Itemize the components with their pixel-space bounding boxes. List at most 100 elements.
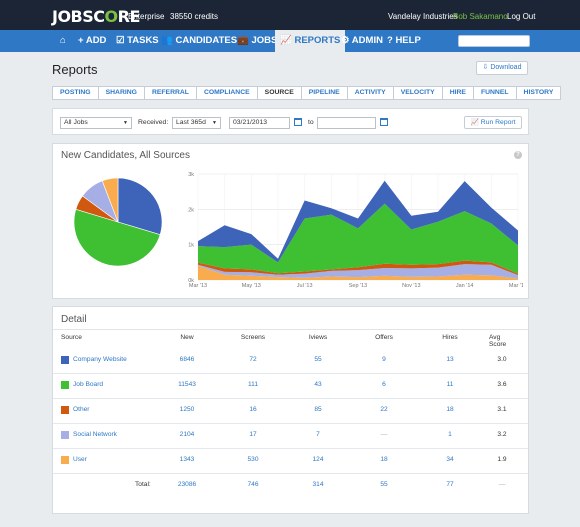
search-input[interactable] <box>458 35 530 47</box>
calendar-icon[interactable] <box>294 118 302 126</box>
cell-iviews[interactable]: 124 <box>312 456 324 463</box>
area-chart: 0k 1k 2k 3k Mar '13 May '13 Jul '13 Sep '13 Nov … <box>188 172 523 289</box>
from-date-input[interactable]: 03/21/2013 <box>229 117 290 129</box>
total-hires[interactable]: 77 <box>446 481 454 488</box>
total-label: Total: <box>135 481 151 488</box>
cell-screens[interactable]: 530 <box>247 456 259 463</box>
total-new[interactable]: 23086 <box>177 481 197 488</box>
y-tick-label: 1k <box>188 243 194 249</box>
tab-history[interactable]: HISTORY <box>515 86 562 100</box>
tab-funnel[interactable]: FUNNEL <box>472 86 517 100</box>
received-label: Received: <box>138 119 169 126</box>
cell-hires[interactable]: 13 <box>446 356 454 363</box>
cell-screens[interactable]: 111 <box>247 381 259 388</box>
total-offers[interactable]: 55 <box>380 481 388 488</box>
table-row: Other 1250 16 85 22 18 3.1 <box>53 399 528 424</box>
tab-hire[interactable]: HIRE <box>441 86 474 100</box>
jobs-select-value: All Jobs <box>64 119 88 126</box>
cell-iviews[interactable]: 55 <box>314 356 322 363</box>
run-report-button[interactable]: 📈 Run Report <box>464 116 522 129</box>
jobs-select[interactable]: All Jobs ▼ <box>60 117 132 129</box>
range-select[interactable]: Last 365d ▼ <box>172 117 221 129</box>
calendar-icon[interactable] <box>380 118 388 126</box>
jobscore-logo[interactable]: JOBSCORE <box>52 7 140 26</box>
legend-swatch <box>61 406 69 414</box>
tab-referral[interactable]: REFERRAL <box>143 86 197 100</box>
cell-offers[interactable]: 18 <box>380 456 388 463</box>
nav-admin[interactable]: ⚙ ADMIN <box>341 35 383 46</box>
cell-new[interactable]: 11543 <box>178 381 196 388</box>
cell-screens[interactable]: 17 <box>249 431 257 438</box>
cell-screens[interactable]: 16 <box>249 406 257 413</box>
report-tabs: POSTING SHARING REFERRAL COMPLIANCE SOUR… <box>52 86 562 100</box>
total-row: Total: 23086 746 314 55 77 — <box>53 474 528 499</box>
table-row: Social Network 2104 17 7 — 1 3.2 <box>53 424 528 449</box>
cell-hires[interactable]: 34 <box>446 456 454 463</box>
tab-compliance[interactable]: COMPLIANCE <box>195 86 258 100</box>
x-tick-label: Jan '14 <box>456 283 474 289</box>
logo-part: O <box>104 7 119 26</box>
tab-pipeline[interactable]: PIPELINE <box>300 86 348 100</box>
chart-card: New Candidates, All Sources ? 0k 1k 2k 3k Ma… <box>52 143 529 299</box>
source-link[interactable]: Social Network <box>73 431 117 438</box>
nav-help[interactable]: ? HELP <box>387 35 421 46</box>
tab-source[interactable]: SOURCE <box>256 86 302 100</box>
cell-hires[interactable]: 1 <box>448 431 452 438</box>
detail-card: Detail Source New Screens Iviews Offers … <box>52 306 529 514</box>
cell-hires[interactable]: 18 <box>446 406 454 413</box>
divider <box>53 329 528 330</box>
y-tick-label: 2k <box>188 207 194 213</box>
col-source: Source <box>61 334 82 341</box>
cell-new[interactable]: 1343 <box>179 456 195 463</box>
pie-slice-job-board <box>73 208 161 267</box>
to-date-input[interactable] <box>317 117 376 129</box>
total-avg: — <box>498 481 506 488</box>
cell-offers: — <box>380 431 388 438</box>
pie-slice-user <box>101 177 119 223</box>
help-icon[interactable]: ? <box>514 151 522 159</box>
cell-screens[interactable]: 72 <box>249 356 257 363</box>
source-link[interactable]: Company Website <box>73 356 127 363</box>
logo-part: RE <box>117 7 141 26</box>
total-iviews[interactable]: 314 <box>312 481 324 488</box>
cell-hires[interactable]: 11 <box>446 381 454 388</box>
cell-new[interactable]: 1250 <box>179 406 195 413</box>
cell-new[interactable]: 6846 <box>179 356 195 363</box>
cell-offers[interactable]: 22 <box>380 406 388 413</box>
cell-iviews[interactable]: 85 <box>314 406 322 413</box>
nav-reports[interactable]: 📈 REPORTS <box>275 30 346 52</box>
cell-offers[interactable]: 6 <box>382 381 386 388</box>
cell-iviews[interactable]: 7 <box>316 431 320 438</box>
nav-add[interactable]: + ADD <box>78 35 107 46</box>
legend-swatch <box>61 356 69 364</box>
tab-posting[interactable]: POSTING <box>52 86 99 100</box>
chart-icon: 📈 <box>470 119 481 126</box>
cell-avg: 3.2 <box>497 431 507 438</box>
cell-iviews[interactable]: 43 <box>314 381 322 388</box>
user-name-link[interactable]: Bob Sakamano <box>453 12 508 21</box>
total-screens[interactable]: 746 <box>247 481 259 488</box>
nav-jobs[interactable]: 💼 JOBS <box>237 35 278 46</box>
cell-new[interactable]: 2104 <box>179 431 195 438</box>
tab-velocity[interactable]: VELOCITY <box>392 86 443 100</box>
nav-tasks[interactable]: ☑ TASKS <box>116 35 159 46</box>
col-avg-score: Avg Score <box>489 334 507 348</box>
nav-candidates[interactable]: 👥 CANDIDATES <box>161 35 238 46</box>
main-nav: ⌂ + ADD ☑ TASKS 👥 CANDIDATES 💼 JOBS 📈 RE… <box>0 30 580 52</box>
download-button[interactable]: ⇩ Download <box>476 61 528 75</box>
tab-activity[interactable]: ACTIVITY <box>346 86 394 100</box>
nav-home[interactable]: ⌂ <box>60 35 66 46</box>
credits-label: 38550 credits <box>170 12 219 21</box>
table-row: User 1343 530 124 18 34 1.9 <box>53 449 528 474</box>
chevron-down-icon: ▼ <box>212 120 217 126</box>
cell-avg: 1.9 <box>497 456 507 463</box>
source-link[interactable]: Job Board <box>73 381 104 388</box>
cell-offers[interactable]: 9 <box>382 356 386 363</box>
source-link[interactable]: Other <box>73 406 90 413</box>
source-link[interactable]: User <box>73 456 87 463</box>
table-row: Job Board 11543 111 43 6 11 3.6 <box>53 374 528 399</box>
area-series-user <box>198 265 518 280</box>
cell-avg: 3.0 <box>497 356 507 363</box>
logout-link[interactable]: Log Out <box>507 12 536 21</box>
tab-sharing[interactable]: SHARING <box>97 86 145 100</box>
